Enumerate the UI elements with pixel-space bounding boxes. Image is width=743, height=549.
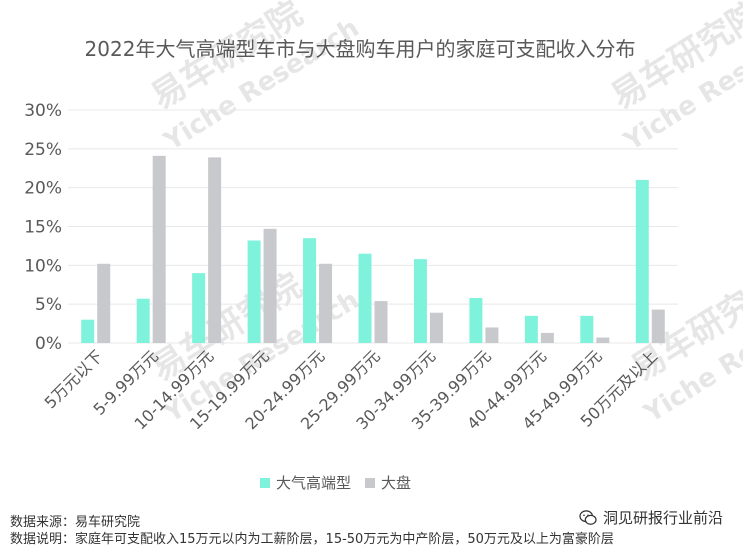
bar — [208, 157, 222, 343]
brand-label: 洞见研报行业前沿 — [602, 509, 723, 527]
y-tick-label: 5% — [35, 295, 62, 315]
legend-swatch — [365, 477, 376, 488]
bar — [413, 259, 427, 343]
bar — [485, 327, 499, 343]
y-tick-label: 25% — [24, 140, 62, 160]
y-tick-label: 15% — [24, 218, 62, 238]
chart-title: 2022年大气高端型车市与大盘购车用户的家庭可支配收入分布 — [84, 37, 636, 61]
legend-swatch — [260, 477, 270, 488]
wechat-icon — [579, 509, 597, 525]
y-tick-label: 30% — [24, 101, 62, 121]
legend: 大气高端型 大盘 — [260, 472, 425, 493]
bar — [152, 155, 166, 343]
bar — [635, 179, 649, 343]
data-source: 数据来源：易车研究院 — [10, 515, 141, 530]
bar — [136, 298, 150, 343]
bar — [469, 297, 483, 343]
legend-label: 大盘 — [381, 474, 412, 492]
data-note: 数据说明：家庭年可支配收入15万元以内为工薪阶层，15-50万元为中产阶层，50… — [10, 532, 614, 547]
bar — [524, 315, 538, 343]
bar — [247, 240, 261, 343]
bar — [580, 315, 594, 343]
bar — [651, 309, 665, 343]
brand-badge: 洞见研报行业前沿 — [579, 507, 723, 528]
bar — [263, 228, 277, 343]
bar — [358, 253, 372, 343]
bar — [374, 301, 388, 343]
bar — [97, 263, 111, 343]
y-tick-label: 0% — [35, 334, 62, 354]
y-tick-label: 20% — [24, 179, 62, 199]
bar — [192, 273, 206, 343]
legend-label: 大气高端型 — [276, 474, 352, 492]
y-tick-label: 10% — [24, 256, 62, 276]
legend-item-series-1: 大气高端型 — [260, 472, 351, 493]
legend-item-series-2: 大盘 — [365, 472, 411, 493]
bar — [319, 263, 333, 343]
bar — [303, 238, 317, 343]
bar — [81, 319, 95, 343]
bar — [596, 337, 610, 343]
bar — [429, 312, 443, 343]
bar — [540, 332, 554, 343]
